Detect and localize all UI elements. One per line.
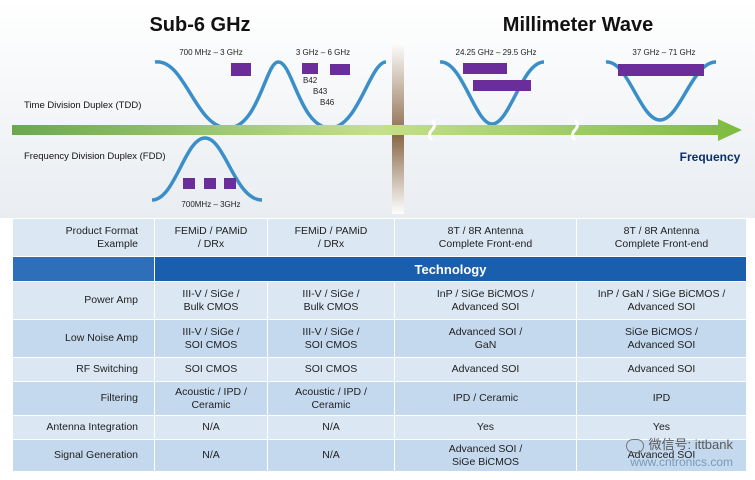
fdd-curve xyxy=(151,136,263,202)
table-cell: Yes xyxy=(394,415,577,440)
technology-table: Product Format Example FEMiD / PAMiD / DR… xyxy=(12,218,747,472)
table-cell: N/A xyxy=(154,439,268,472)
table-cell: Acoustic / IPD / Ceramic xyxy=(267,381,395,416)
watermark-wechat: 微信号: ittbank xyxy=(626,434,733,453)
band-mmwave-28ghz xyxy=(473,80,531,91)
table-cell: 8T / 8R Antenna Complete Front-end xyxy=(394,218,577,257)
diagram-background xyxy=(0,0,755,218)
sub6-title: Sub-6 GHz xyxy=(149,14,250,36)
watermark-site: www.cntronics.com xyxy=(630,455,733,469)
band-b42 xyxy=(302,63,318,74)
axis-break-2 xyxy=(571,118,579,142)
range-37ghz-71ghz: 37 GHz – 71 GHz xyxy=(632,48,695,57)
table-cell: Advanced SOI / GaN xyxy=(394,319,577,358)
table-row: Signal Generation N/A N/A Advanced SOI / Si… xyxy=(12,439,747,472)
range-fdd: 700MHz – 3GHz xyxy=(181,200,240,209)
band-fdd-1 xyxy=(183,178,195,189)
band-blank-cell xyxy=(12,256,155,282)
table-cell: Acoustic / IPD / Ceramic xyxy=(154,381,268,416)
frequency-arrow xyxy=(12,119,742,141)
table-row: Power Amp III-V / SiGe / Bulk CMOS III-V /… xyxy=(12,281,747,320)
table-cell: Advanced SOI xyxy=(576,357,747,382)
technology-band: Technology xyxy=(12,256,747,282)
row-label: Signal Generation xyxy=(12,439,155,472)
table-cell: III-V / SiGe / SOI CMOS xyxy=(154,319,268,358)
tdd-label: Time Division Duplex (TDD) xyxy=(24,100,141,111)
table-cell: N/A xyxy=(267,415,395,440)
table-cell: N/A xyxy=(267,439,395,472)
mmwave-title: Millimeter Wave xyxy=(503,14,653,36)
row-label: Low Noise Amp xyxy=(12,319,155,358)
table-row: RF Switching SOI CMOS SOI CMOS Advanced SOI… xyxy=(12,357,747,382)
table-cell: FEMiD / PAMiD / DRx xyxy=(267,218,395,257)
row-label: Product Format Example xyxy=(12,218,155,257)
band-mmwave-24ghz xyxy=(463,63,507,74)
range-700mhz-3ghz: 700 MHz – 3 GHz xyxy=(179,48,243,57)
table-row: Filtering Acoustic / IPD / Ceramic Acousti… xyxy=(12,381,747,416)
row-label: Filtering xyxy=(12,381,155,416)
tdd-curve-mmwave-1 xyxy=(439,60,545,126)
table-cell: III-V / SiGe / SOI CMOS xyxy=(267,319,395,358)
band-label-b43: B43 xyxy=(313,87,328,96)
range-24ghz-29ghz: 24.25 GHz – 29.5 GHz xyxy=(456,48,537,57)
table-cell: Advanced SOI xyxy=(576,439,747,472)
band-b43 xyxy=(330,64,350,75)
table-cell: 8T / 8R Antenna Complete Front-end xyxy=(576,218,747,257)
table-cell: SOI CMOS xyxy=(267,357,395,382)
spectrum-diagram: Sub-6 GHz Millimeter Wave 700 MHz – 3 GH… xyxy=(0,0,755,218)
band-mmwave-37ghz xyxy=(618,64,704,76)
band-sub6-low xyxy=(231,63,251,76)
table-cell: III-V / SiGe / Bulk CMOS xyxy=(267,281,395,320)
table-cell: SiGe BiCMOS / Advanced SOI xyxy=(576,319,747,358)
row-label: RF Switching xyxy=(12,357,155,382)
table-cell: SOI CMOS xyxy=(154,357,268,382)
table-cell: Advanced SOI xyxy=(394,357,577,382)
table-cell: III-V / SiGe / Bulk CMOS xyxy=(154,281,268,320)
row-label: Power Amp xyxy=(12,281,155,320)
table-cell: IPD xyxy=(576,381,747,416)
table-cell: IPD / Ceramic xyxy=(394,381,577,416)
band-label-b46: B46 xyxy=(320,98,335,107)
table-cell: FEMiD / PAMiD / DRx xyxy=(154,218,268,257)
technology-heading: Technology xyxy=(154,256,747,282)
table-cell: N/A xyxy=(154,415,268,440)
table-row: Low Noise Amp III-V / SiGe / SOI CMOS III-… xyxy=(12,319,747,358)
axis-break-1 xyxy=(428,118,436,142)
table-cell: InP / GaN / SiGe BiCMOS / Advanced SOI xyxy=(576,281,747,320)
band-fdd-3 xyxy=(224,178,236,189)
range-3ghz-6ghz: 3 GHz – 6 GHz xyxy=(296,48,350,57)
band-fdd-2 xyxy=(204,178,216,189)
fdd-label: Frequency Division Duplex (FDD) xyxy=(24,151,165,162)
wechat-icon xyxy=(626,438,645,453)
band-label-b42: B42 xyxy=(303,76,318,85)
row-label: Antenna Integration xyxy=(12,415,155,440)
table-row: Product Format Example FEMiD / PAMiD / DR… xyxy=(12,218,747,257)
table-cell: InP / SiGe BiCMOS / Advanced SOI xyxy=(394,281,577,320)
table-cell: Advanced SOI / SiGe BiCMOS xyxy=(394,439,577,472)
frequency-axis-label: Frequency xyxy=(680,150,741,164)
tdd-curve-sub6 xyxy=(154,60,387,130)
